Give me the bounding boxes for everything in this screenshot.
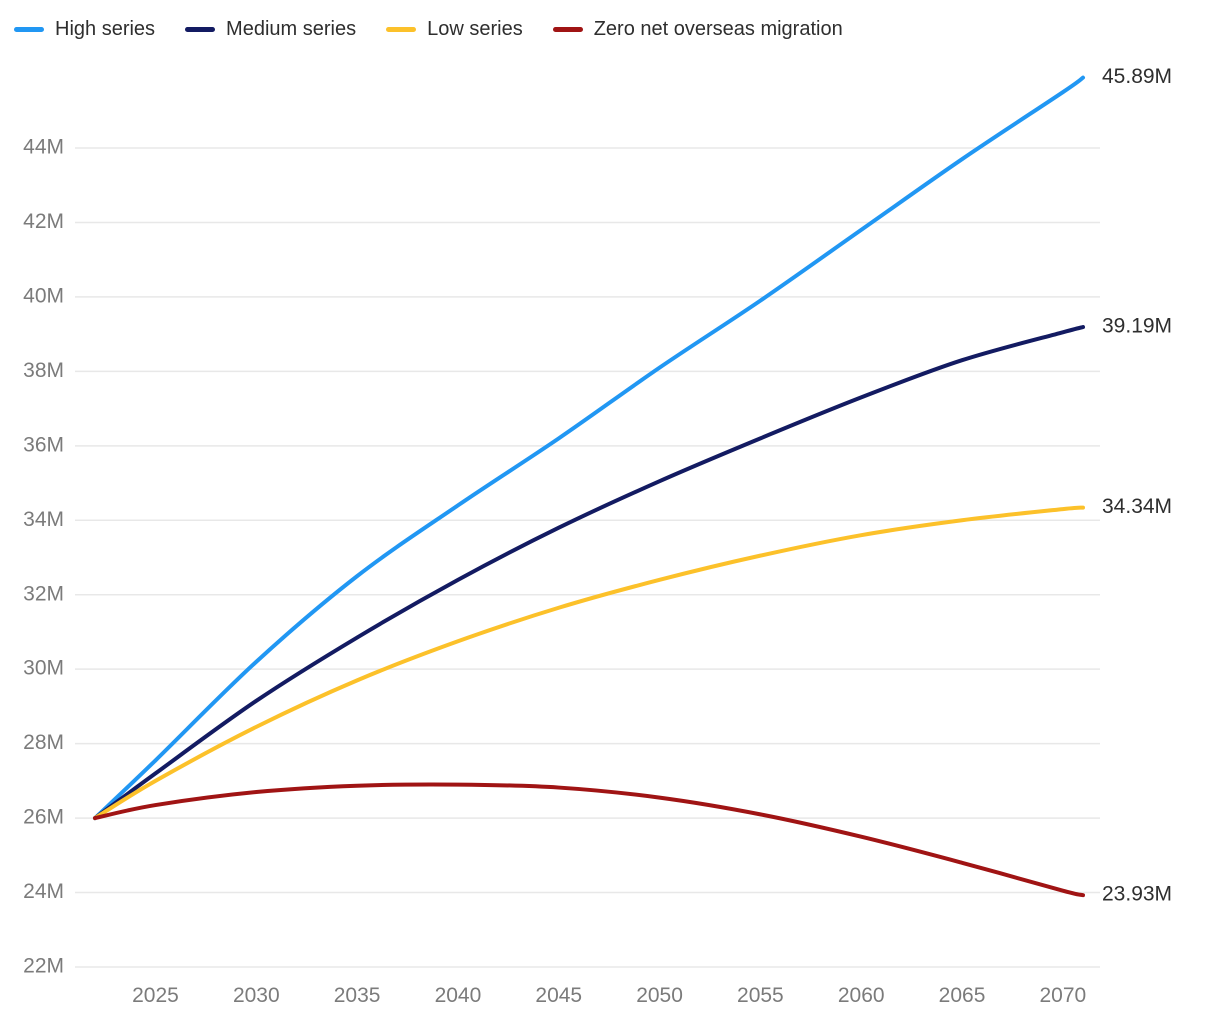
series-line-high-series[interactable] — [93, 75, 1085, 821]
legend-label-medium-series: Medium series — [226, 18, 357, 40]
x-tick-label: 2055 — [737, 984, 784, 1007]
y-tick-label: 42M — [23, 210, 64, 233]
y-tick-label: 44M — [23, 136, 64, 159]
x-tick-label: 2070 — [1039, 984, 1086, 1007]
series-end-label-high-series: 45.89M — [1102, 65, 1172, 88]
x-tick-label: 2060 — [838, 984, 885, 1007]
zero-nom-swatch-icon — [552, 27, 583, 32]
medium-series-swatch-icon — [185, 27, 216, 32]
legend-label-high-series: High series — [55, 18, 156, 40]
x-tick-label: 2040 — [435, 984, 482, 1007]
y-tick-label: 40M — [23, 284, 64, 307]
legend-item-low-series[interactable]: Low series — [386, 18, 523, 41]
series-line-medium-series[interactable] — [93, 325, 1085, 821]
x-tick-label: 2035 — [334, 984, 381, 1007]
series-line-low-series[interactable] — [93, 505, 1085, 821]
low-series-swatch-icon — [386, 27, 417, 32]
x-tick-label: 2065 — [939, 984, 986, 1007]
y-tick-label: 30M — [23, 657, 64, 680]
y-tick-label: 34M — [23, 508, 64, 531]
y-tick-label: 38M — [23, 359, 64, 382]
series-end-label-low-series: 34.34M — [1102, 495, 1172, 518]
y-tick-label: 36M — [23, 433, 64, 456]
legend-label-zero-nom: Zero net overseas migration — [593, 18, 843, 40]
y-tick-label: 24M — [23, 880, 64, 903]
x-tick-label: 2030 — [233, 984, 280, 1007]
x-tick-label: 2050 — [636, 984, 683, 1007]
series-end-label-zero-net-overseas-migration: 23.93M — [1102, 883, 1172, 906]
legend-item-medium-series[interactable]: Medium series — [185, 18, 356, 41]
y-tick-label: 22M — [23, 955, 64, 978]
legend: High series Medium series Low series Zer… — [14, 18, 843, 41]
series-end-label-medium-series: 39.19M — [1102, 315, 1172, 338]
legend-item-zero-nom[interactable]: Zero net overseas migration — [552, 18, 843, 41]
series-line-zero-net-overseas-migration[interactable] — [93, 782, 1085, 898]
y-tick-label: 28M — [23, 731, 64, 754]
high-series-swatch-icon — [14, 27, 44, 32]
y-tick-label: 26M — [23, 806, 64, 829]
x-tick-label: 2025 — [132, 984, 179, 1007]
x-tick-label: 2045 — [535, 984, 582, 1007]
legend-item-high-series[interactable]: High series — [14, 18, 155, 41]
legend-label-low-series: Low series — [427, 18, 523, 40]
y-tick-label: 32M — [23, 582, 64, 605]
